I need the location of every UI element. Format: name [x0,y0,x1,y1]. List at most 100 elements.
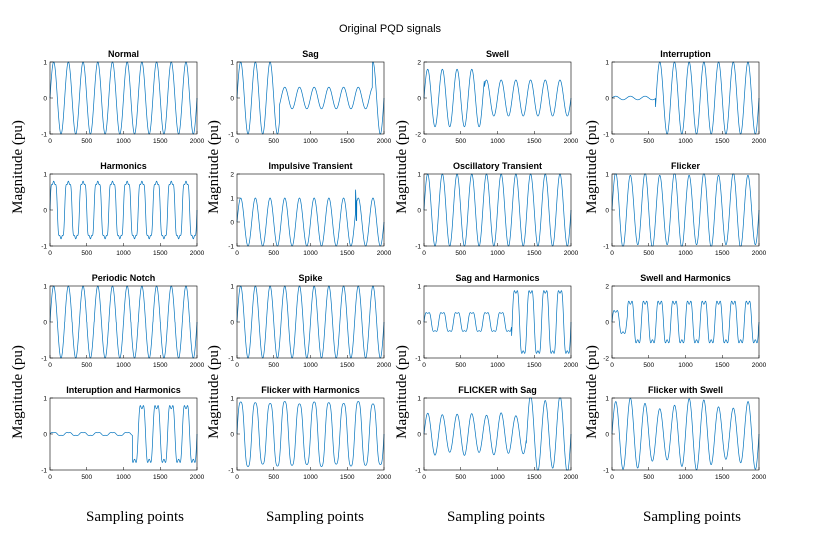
subplot-title: Periodic Notch [92,273,156,283]
y-axis-label: Magnitude (pu) [584,345,600,439]
y-tick-label: 1 [43,172,47,179]
y-tick-label: 0 [605,208,609,215]
axes-box [236,173,385,247]
x-tick-label: 1000 [490,250,505,257]
x-tick-label: 0 [610,362,614,369]
x-tick-label: 1500 [153,250,168,257]
subplot-title: Normal [108,49,139,59]
x-tick-label: 2000 [190,250,205,257]
y-tick-label: -1 [228,356,234,363]
signal-line [423,68,572,128]
subplot-13: Interuption and Harmonics 0 500 1000 1500 200… [41,385,204,481]
signal-line [611,300,760,344]
x-axis-label: Sampling points [447,509,545,525]
x-tick-label: 2000 [377,362,392,369]
x-tick-label: 1500 [340,138,355,145]
y-tick-label: -1 [415,356,421,363]
y-tick-label: 0 [417,96,421,103]
y-axis-label: Magnitude (pu) [394,120,410,214]
figure-labels: Magnitude (pu) Magnitude (pu) Magnitude (p… [10,120,741,525]
x-tick-label: 1500 [527,362,542,369]
x-tick-label: 1500 [153,474,168,481]
y-tick-label: 1 [43,284,47,291]
x-tick-label: 0 [235,138,239,145]
x-tick-label: 2000 [377,250,392,257]
y-tick-label: -1 [415,244,421,251]
figure-title: Original PQD signals [339,23,442,35]
y-tick-label: 0 [417,208,421,215]
subplot-14: Flicker with Harmonics 0 500 1000 1500 2000 -1… [228,385,391,481]
signal-line [49,405,198,463]
x-tick-label: 2000 [564,250,579,257]
x-tick-label: 0 [48,250,52,257]
signal-line [611,61,760,135]
y-tick-label: 2 [605,284,609,291]
x-tick-label: 1000 [116,362,131,369]
x-tick-label: 0 [48,474,52,481]
y-tick-label: -1 [603,244,609,251]
x-tick-label: 2000 [752,250,767,257]
x-tick-label: 2000 [564,138,579,145]
y-tick-label: -1 [603,468,609,475]
x-tick-label: 0 [235,250,239,257]
x-tick-label: 1000 [116,138,131,145]
x-tick-label: 500 [455,474,466,481]
subplot-title: FLICKER with Sag [458,385,537,395]
x-tick-label: 500 [643,250,654,257]
x-tick-label: 1500 [340,474,355,481]
y-axis-label: Magnitude (pu) [10,120,26,214]
y-tick-label: 1 [417,396,421,403]
x-tick-label: 1500 [715,138,730,145]
y-tick-label: 2 [417,60,421,67]
y-tick-label: -1 [228,132,234,139]
y-tick-label: -1 [41,132,47,139]
y-tick-label: 1 [230,284,234,291]
y-tick-label: -1 [41,244,47,251]
x-tick-label: 2000 [564,362,579,369]
x-tick-label: 0 [48,362,52,369]
x-tick-label: 2000 [564,474,579,481]
x-tick-label: 500 [268,362,279,369]
x-tick-label: 1000 [678,362,693,369]
y-tick-label: -1 [603,132,609,139]
y-tick-label: -2 [415,132,421,139]
subplot-title: Impulsive Transient [268,161,352,171]
x-tick-label: 2000 [752,138,767,145]
y-tick-label: 1 [43,60,47,67]
x-tick-label: 2000 [377,138,392,145]
y-tick-label: 1 [230,196,234,203]
x-tick-label: 1500 [340,250,355,257]
x-tick-label: 2000 [190,138,205,145]
x-tick-label: 0 [48,138,52,145]
x-tick-label: 0 [610,474,614,481]
subplot-title: Spike [298,273,322,283]
x-axis-label: Sampling points [266,509,364,525]
x-tick-label: 1000 [303,250,318,257]
y-tick-label: 0 [43,432,47,439]
subplot-title: Oscillatory Transient [453,161,542,171]
x-tick-label: 1000 [303,474,318,481]
x-tick-label: 1500 [527,250,542,257]
signal-line [236,285,385,359]
y-tick-label: 0 [230,320,234,327]
subplot-title: Swell [486,49,509,59]
y-axis-label: Magnitude (pu) [584,120,600,214]
x-tick-label: 1500 [340,362,355,369]
x-tick-label: 0 [235,362,239,369]
x-tick-label: 1500 [527,138,542,145]
y-tick-label: 1 [605,396,609,403]
subplot-title: Interruption [660,49,711,59]
y-tick-label: 0 [43,208,47,215]
signal-line [236,61,385,135]
y-tick-label: 2 [230,172,234,179]
